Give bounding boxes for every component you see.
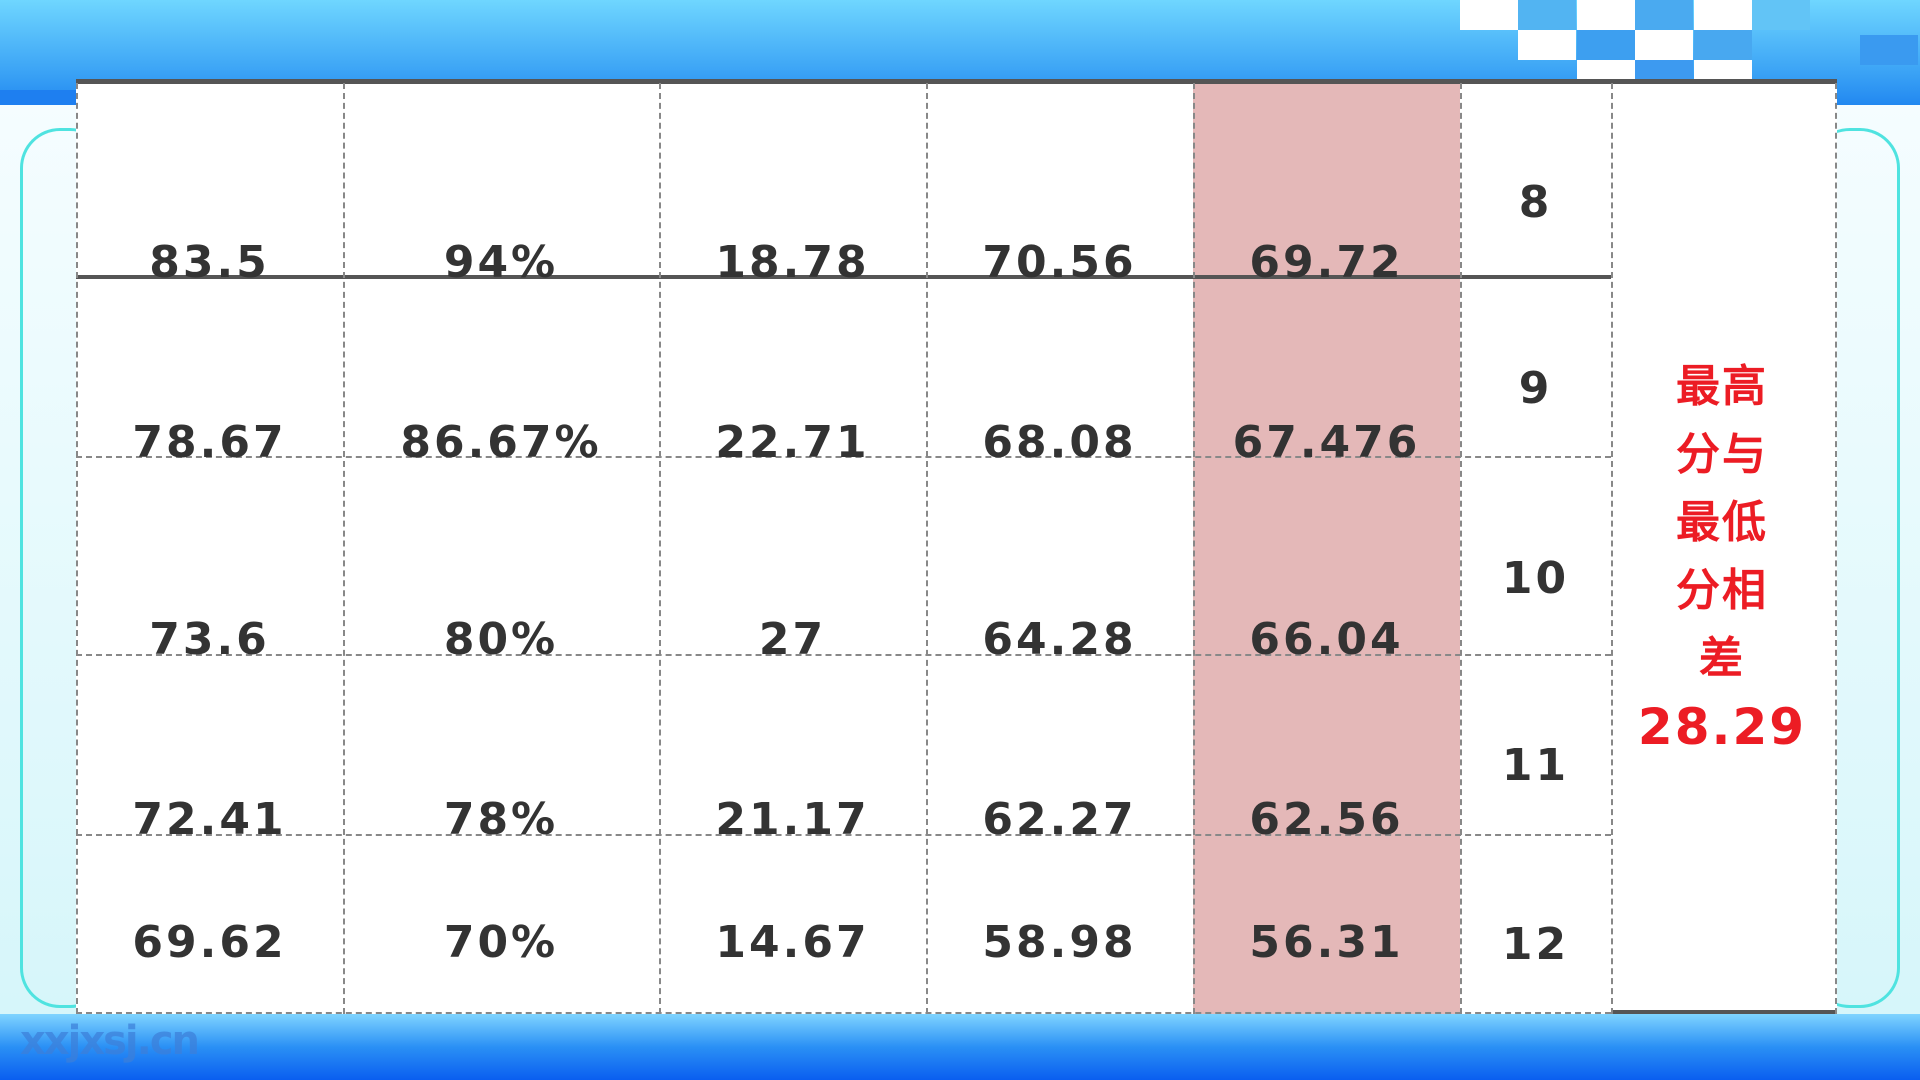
- table-cell: 21.17: [715, 794, 870, 845]
- checker-square: [1518, 0, 1576, 30]
- checker-square: [1694, 0, 1752, 30]
- bottom-banner: [0, 1014, 1920, 1080]
- note-bottom-border: [1611, 1010, 1837, 1014]
- checker-square: [1635, 0, 1693, 30]
- score-gap-note: 最高 分与 最低 分相 差 28.29: [1612, 353, 1832, 761]
- note-line: 28.29: [1637, 698, 1807, 756]
- table-cell: 70%: [443, 917, 559, 968]
- checker-square: [1518, 30, 1576, 60]
- left-margin: [0, 105, 76, 1014]
- table-cell: 66.04: [1249, 614, 1404, 665]
- right-frame-arc: [1810, 128, 1900, 1008]
- rank-cell: 8: [1518, 177, 1553, 228]
- table-cell: 86.67%: [400, 417, 602, 468]
- row-divider-thick: [76, 275, 1611, 279]
- table-cell: 73.6: [149, 614, 270, 665]
- checker-square: [1635, 30, 1693, 60]
- table-top-border: [76, 79, 1837, 84]
- table-cell: 72.41: [132, 794, 287, 845]
- table-cell: 67.476: [1232, 417, 1421, 468]
- table-cell: 18.78: [715, 237, 870, 288]
- note-line: 差: [1699, 633, 1745, 684]
- checker-square: [1752, 0, 1810, 30]
- table-cell: 69.72: [1249, 237, 1404, 288]
- note-line: 分相: [1676, 565, 1768, 616]
- col-divider: [343, 83, 345, 1014]
- table-cell: 78.67: [132, 417, 287, 468]
- table-cell: 80%: [443, 614, 559, 665]
- col-divider: [926, 83, 928, 1014]
- checker-decoration: [1420, 0, 1920, 90]
- table-cell: 70.56: [982, 237, 1137, 288]
- highlighted-column: [1193, 83, 1460, 1014]
- decor-strip: [0, 90, 76, 106]
- col-divider: [659, 83, 661, 1014]
- table-cell: 69.62: [132, 917, 287, 968]
- col-divider: [1460, 83, 1462, 1014]
- checker-square: [1860, 35, 1918, 65]
- col-divider: [1193, 83, 1195, 1014]
- row-divider: [76, 456, 1611, 458]
- col-divider: [1611, 83, 1613, 1014]
- table-cell: 22.71: [715, 417, 870, 468]
- table-cell: 64.28: [982, 614, 1137, 665]
- table-cell: 78%: [443, 794, 559, 845]
- col-divider: [76, 83, 78, 1014]
- table-bottom-border: [76, 1012, 1611, 1014]
- table-cell: 62.56: [1249, 794, 1404, 845]
- checker-square: [1460, 0, 1518, 30]
- table-cell: 94%: [443, 237, 559, 288]
- row-divider: [76, 654, 1611, 656]
- table-cell: 83.5: [149, 237, 270, 288]
- left-frame-arc: [20, 128, 110, 1008]
- table-cell: 56.31: [1249, 917, 1404, 968]
- note-line: 最高: [1676, 361, 1768, 412]
- checker-square: [1694, 30, 1752, 60]
- table-cell: 68.08: [982, 417, 1137, 468]
- rank-cell: 12: [1501, 919, 1570, 970]
- checker-square: [1577, 0, 1635, 30]
- rank-cell: 10: [1501, 553, 1570, 604]
- col-divider: [1835, 83, 1837, 1014]
- note-line: 最低: [1676, 497, 1768, 548]
- watermark-logo: xxjxsj.cn: [20, 1018, 200, 1064]
- right-margin: [1837, 105, 1920, 1014]
- rank-cell: 9: [1518, 363, 1553, 414]
- table-cell: 14.67: [715, 917, 870, 968]
- table-cell: 62.27: [982, 794, 1137, 845]
- score-table: 最高 分与 最低 分相 差 28.29 83.5 94% 18.78 70.56 69.…: [76, 79, 1837, 1014]
- checker-square: [1577, 30, 1635, 60]
- rank-cell: 11: [1501, 740, 1570, 791]
- note-line: 分与: [1676, 429, 1768, 480]
- table-cell: 27: [758, 614, 827, 665]
- row-divider: [76, 834, 1611, 836]
- table-cell: 58.98: [982, 917, 1137, 968]
